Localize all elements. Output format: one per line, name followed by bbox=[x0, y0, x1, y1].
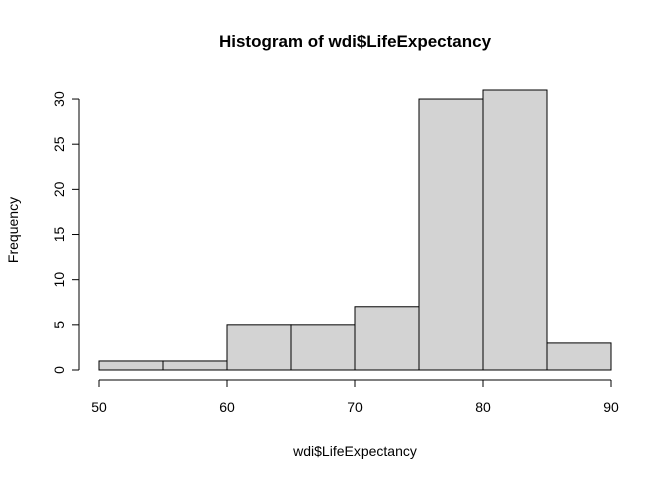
x-tick-label: 80 bbox=[475, 399, 491, 415]
y-tick-label: 5 bbox=[51, 321, 67, 329]
y-tick-label: 20 bbox=[51, 181, 67, 197]
x-tick-label: 90 bbox=[603, 399, 619, 415]
histogram-bar-75-80 bbox=[418, 98, 484, 371]
y-tick-label: 10 bbox=[51, 272, 67, 288]
y-tick-label: 25 bbox=[51, 136, 67, 152]
x-tick-label: 50 bbox=[91, 399, 107, 415]
histogram-bar-80-85 bbox=[482, 89, 548, 371]
y-axis: 0 5 10 15 20 25 30 bbox=[51, 91, 80, 374]
x-axis-label: wdi$LifeExpectancy bbox=[292, 443, 417, 459]
x-axis: 50 60 70 80 90 bbox=[91, 379, 619, 415]
bars-group bbox=[98, 89, 612, 371]
histogram-bar-65-70 bbox=[290, 324, 356, 371]
y-tick-label: 0 bbox=[51, 366, 67, 374]
histogram-bar-55-60 bbox=[162, 360, 228, 371]
y-axis-label: Frequency bbox=[5, 197, 21, 263]
x-tick-label: 60 bbox=[219, 399, 235, 415]
histogram-bar-70-75 bbox=[354, 306, 420, 371]
y-tick-label: 30 bbox=[51, 91, 67, 107]
histogram-bar-60-65 bbox=[226, 324, 292, 371]
chart-title: Histogram of wdi$LifeExpectancy bbox=[219, 32, 492, 51]
y-tick-label: 15 bbox=[51, 227, 67, 243]
x-tick-label: 70 bbox=[347, 399, 363, 415]
histogram-bar-85-90 bbox=[546, 342, 612, 371]
histogram-bar-50-55 bbox=[98, 360, 164, 371]
